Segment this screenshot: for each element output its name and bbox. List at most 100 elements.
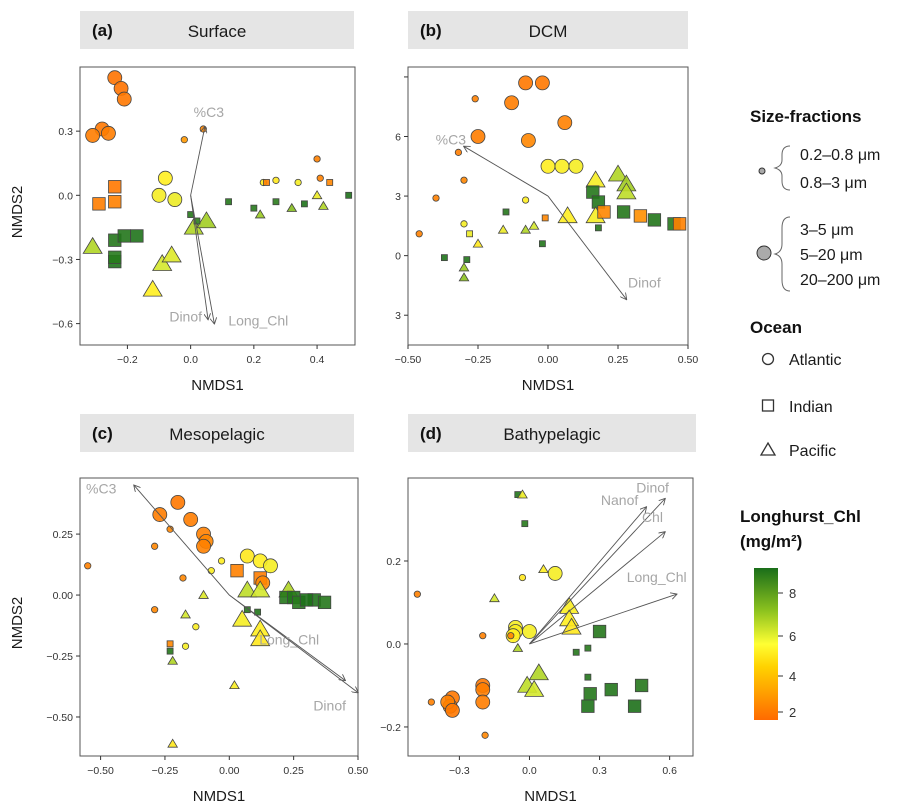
dcm-point-pacific [472, 238, 484, 248]
dcm-point-pacific [458, 272, 470, 282]
dcm-point-atlantic [454, 148, 462, 156]
mesopelagic-point-pacific [229, 680, 240, 690]
surface-vector-label-c3: %C3 [194, 104, 225, 120]
ocean-pacific-label: Pacific [789, 443, 836, 460]
dcm-point-atlantic [432, 194, 440, 202]
bathypelagic-point-atlantic [522, 624, 537, 639]
surface-y-axis-title: NMDS2 [9, 186, 26, 239]
surface-x-axis-title: NMDS1 [191, 377, 244, 394]
dcm-vector-c3 [464, 146, 549, 197]
dcm-point-indian [463, 256, 471, 264]
mesopelagic-point-pacific [180, 609, 191, 619]
bathypelagic-point-atlantic [444, 702, 460, 718]
surface-point-atlantic [116, 91, 132, 107]
surface-vector-dinof [190, 195, 208, 319]
dcm-point-indian [616, 205, 631, 219]
size-small-label-2: 0.8–3 μm [800, 175, 867, 192]
surface-x-tick-label: 0.4 [310, 354, 325, 366]
surface-point-pacific [152, 253, 173, 271]
surface-vector-label-dinof: Dinof [169, 308, 202, 324]
pacific-symbol [759, 441, 777, 456]
bathypelagic-vector-chl [529, 532, 664, 645]
dcm-x-tick-label: 0.00 [538, 354, 559, 366]
bathypelagic-vector-dinof [529, 499, 664, 645]
surface-y-tick-label: −0.6 [52, 319, 73, 331]
legend: Size-fractions 0.2–0.8 μm 0.8–3 μm 3–5 μ… [740, 107, 880, 720]
bathypelagic-panel-letter: (d) [420, 424, 442, 443]
surface-point-atlantic [272, 176, 280, 184]
surface-point-pacific [317, 200, 329, 210]
mesopelagic-point-indian [299, 593, 314, 607]
mesopelagic-point-indian [166, 640, 174, 648]
mesopelagic-x-tick-label: −0.50 [87, 765, 114, 777]
dcm-vector-label-c3: %C3 [436, 131, 467, 147]
mesopelagic-point-pacific [232, 609, 253, 627]
bathypelagic-vector-label-dinof: Dinof [636, 480, 669, 496]
mesopelagic-point-pacific [250, 580, 271, 598]
mesopelagic-point-indian [317, 595, 332, 610]
surface-title: Surface [188, 22, 247, 41]
mesopelagic-y-tick-label: −0.50 [46, 712, 73, 724]
bathypelagic-point-atlantic [475, 682, 491, 698]
bathypelagic-vector-nanof [529, 507, 646, 645]
dcm-point-pacific [458, 262, 470, 272]
surface-plot-area [79, 66, 356, 346]
surface-point-atlantic [199, 125, 207, 133]
mesopelagic-point-atlantic [239, 548, 255, 564]
dcm-point-atlantic [518, 75, 533, 91]
size-large-label-1: 3–5 μm [800, 222, 854, 239]
surface-y-tick-label: −0.3 [52, 254, 73, 266]
dcm-point-atlantic [460, 220, 468, 228]
dcm-y-tick-label: 0 [395, 251, 401, 263]
small-size-symbol [758, 167, 766, 175]
dcm-point-atlantic [471, 95, 479, 103]
bathypelagic-point-indian [572, 648, 580, 656]
surface-point-atlantic [313, 155, 321, 163]
atlantic-symbol [761, 352, 775, 366]
color-legend-title-2: (mg/m²) [740, 532, 802, 551]
surface-point-pacific [311, 190, 323, 200]
bathypelagic-point-indian [604, 682, 618, 697]
surface-title-strip [80, 11, 354, 49]
surface-point-pacific [254, 209, 266, 219]
dcm-panel-letter: (b) [420, 21, 442, 40]
mesopelagic-point-indian [243, 606, 251, 614]
mesopelagic-title-strip [80, 414, 354, 452]
mesopelagic-vector-label-c3: %C3 [86, 480, 117, 496]
color-bar [754, 568, 778, 720]
bathypelagic-point-indian [583, 687, 597, 701]
dcm-title-strip [408, 11, 688, 49]
dcm-point-atlantic [540, 158, 556, 174]
dcm-x-tick-label: −0.25 [465, 354, 492, 366]
dcm-point-indian [633, 209, 648, 223]
mesopelagic-point-atlantic [183, 512, 199, 527]
mesopelagic-x-tick-label: 0.00 [219, 765, 240, 777]
bathypelagic-point-pacific [538, 564, 549, 574]
mesopelagic-point-atlantic [84, 562, 92, 570]
color-tick-6: 6 [789, 629, 796, 644]
surface-vector-c3 [190, 127, 205, 196]
surface-point-atlantic [316, 174, 324, 182]
dcm-point-indian [541, 214, 549, 222]
bathypelagic-point-atlantic [427, 698, 435, 706]
bathypelagic-point-indian [584, 673, 592, 681]
bathypelagic-x-tick-label: 0.6 [662, 765, 677, 777]
dcm-point-atlantic [557, 115, 573, 130]
mesopelagic-vector-label-dinof: Dinof [313, 698, 346, 714]
dcm-point-indian [595, 224, 602, 232]
bathypelagic-point-pacific [561, 617, 582, 635]
dcm-panel: (b) DCM −0.50 −0.25 0.00 0.25 0.50 3 0 3 6 NMDS1 %C3… [395, 11, 698, 394]
surface-point-indian [117, 229, 131, 243]
mesopelagic-x-tick-label: 0.25 [283, 765, 304, 777]
bathypelagic-point-atlantic [475, 694, 491, 710]
dcm-title: DCM [529, 22, 568, 41]
bathypelagic-point-pacific [512, 642, 524, 652]
dcm-point-indian [672, 217, 687, 231]
dcm-point-pacific [528, 220, 540, 230]
large-size-brace [773, 216, 791, 292]
surface-point-pacific [196, 211, 217, 229]
mesopelagic-y-tick-label: −0.25 [46, 651, 73, 663]
bathypelagic-x-tick-label: −0.3 [449, 765, 470, 777]
bathypelagic-vector-label-chl: Chl [642, 509, 663, 525]
